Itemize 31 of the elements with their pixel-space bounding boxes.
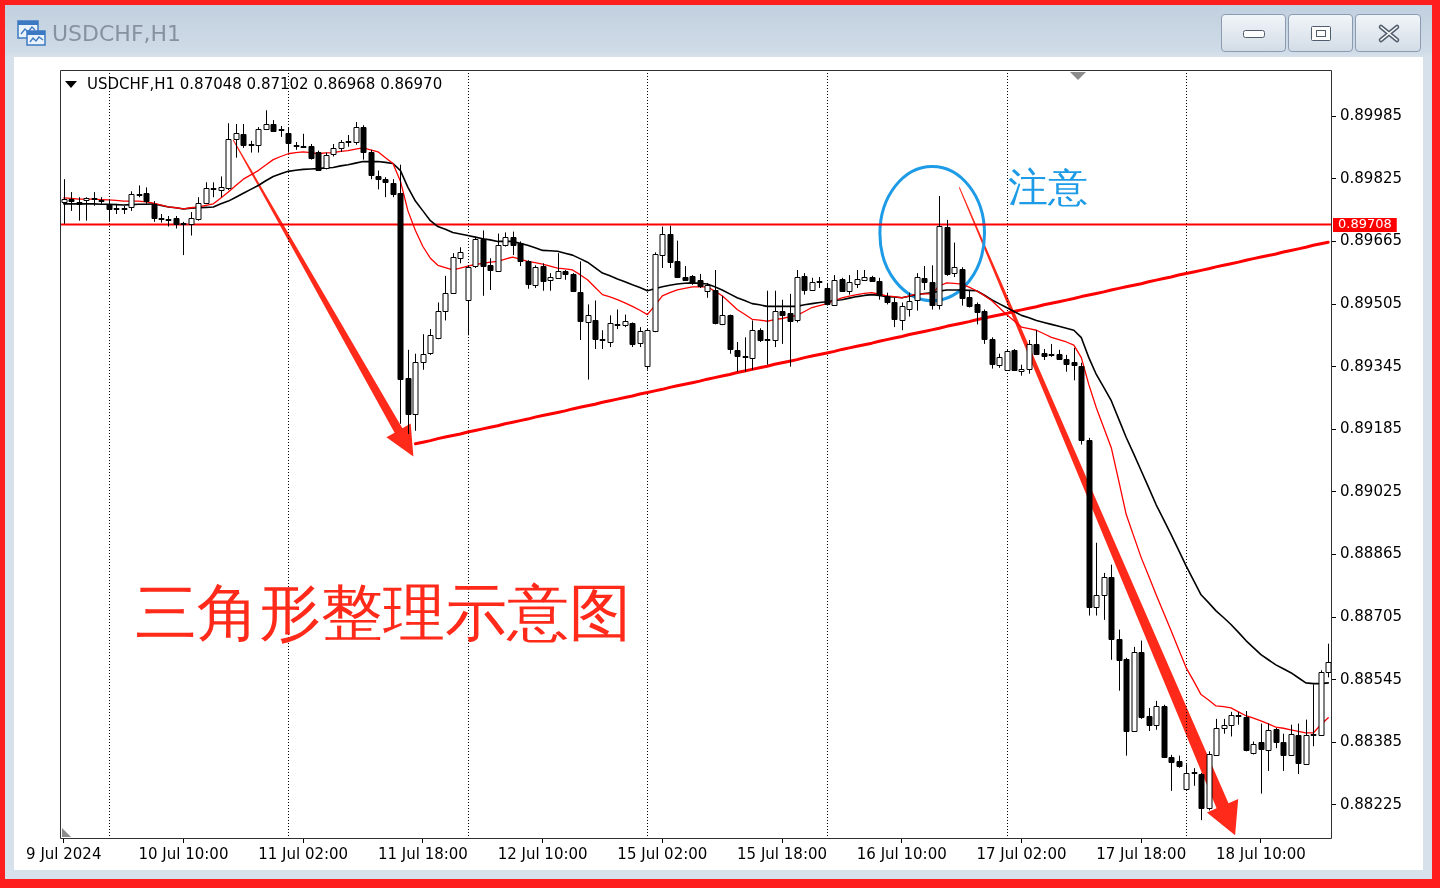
y-tick-label: 0.88545 [1340, 669, 1403, 688]
y-tick-label: 0.89345 [1340, 356, 1403, 375]
y-tick-label: 0.89505 [1340, 293, 1403, 312]
x-tick-label: 11 Jul 02:00 [258, 844, 349, 863]
y-tick-label: 0.89025 [1340, 481, 1403, 500]
close-button[interactable] [1355, 14, 1421, 52]
x-tick-label: 11 Jul 18:00 [377, 844, 468, 863]
y-tick-label: 0.89985 [1340, 106, 1403, 125]
y-tick-label: 0.89825 [1340, 168, 1403, 187]
maximize-button[interactable] [1288, 14, 1353, 52]
y-tick-label: 0.88385 [1340, 732, 1403, 751]
ref-line-label: 0.89708 [1338, 216, 1392, 232]
y-tick-label: 0.89185 [1340, 419, 1403, 438]
y-tick-label: 0.88865 [1340, 544, 1403, 563]
x-tick-label: 15 Jul 18:00 [737, 844, 828, 863]
annotation: 三角形整理示意图 [134, 576, 631, 650]
x-tick-label: 12 Jul 10:00 [497, 844, 588, 863]
y-tick-label: 0.89665 [1340, 231, 1403, 250]
annotation: 注意 [1007, 163, 1088, 210]
x-tick-label: 17 Jul 02:00 [976, 844, 1067, 863]
minimize-button[interactable] [1221, 14, 1286, 52]
x-tick-label: 17 Jul 18:00 [1096, 844, 1187, 863]
y-tick-label: 0.88705 [1340, 607, 1403, 625]
x-tick-label: 16 Jul 10:00 [856, 844, 947, 863]
x-tick-label: 9 Jul 2024 [26, 844, 102, 863]
x-tick-label: 15 Jul 02:00 [617, 844, 708, 863]
chart-title: USDCHF,H1 [52, 20, 182, 48]
chart-subtitle: USDCHF,H1 0.87048 0.87102 0.86968 0.86970 [87, 74, 443, 93]
x-tick-label: 18 Jul 10:00 [1215, 844, 1306, 863]
y-tick-label: 0.88225 [1340, 794, 1403, 813]
x-tick-label: 10 Jul 10:00 [138, 844, 229, 863]
